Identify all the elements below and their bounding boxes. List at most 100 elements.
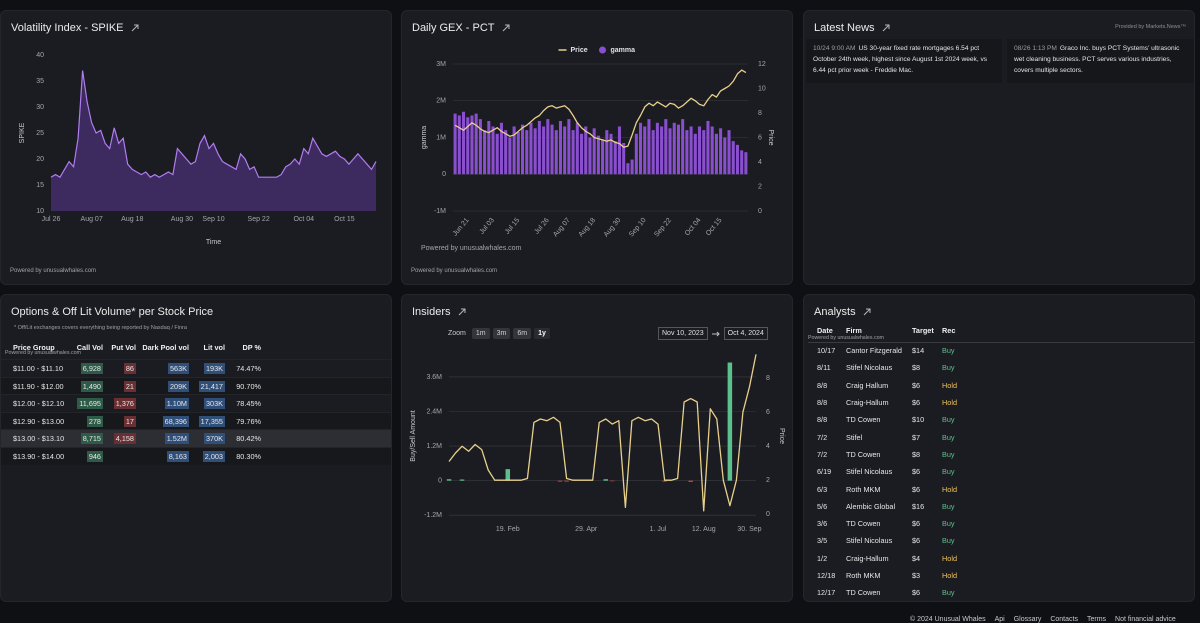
table-cell: 4,158 [105,433,138,444]
table-row[interactable]: 8/11 Stifel Nicolaus $8 Buy [804,359,1194,376]
cell-text: 303K [203,398,225,409]
zoom-button[interactable]: 6m [513,328,532,339]
table-row[interactable]: $12.00 - $12.10 11,695 1,376 1.10M 303K 78.45… [1,394,391,412]
table-cell: 1.10M [138,398,191,409]
bar [563,126,567,175]
table-row[interactable]: 6/3 Roth MKM $6 Hold [804,480,1194,497]
y-tick-label: 1M [436,134,446,141]
gex-chart: -1M 0 1M 2M 3M 0 2 4 6 8 10 12 Jun 21 Jul 03 Jul 15 Jul… [421,46,774,252]
bar [735,144,739,175]
zoom-button[interactable]: 3m [492,328,511,339]
panel-title[interactable]: Latest News [814,22,875,34]
bar [521,124,525,175]
footer-link[interactable]: Not financial advice [1115,616,1176,623]
bar [664,119,668,175]
table-row[interactable]: 3/5 Stifel Nicolaus $6 Buy [804,532,1194,549]
table-row[interactable]: 10/17 Cantor Fitzgerald $14 Buy [804,342,1194,359]
table-row[interactable]: $11.90 - $12.00 1,490 21 209K 21,417 90.70% [1,376,391,395]
x-tick-label: Aug 30 [603,217,623,239]
bar [554,130,558,175]
table-row[interactable]: 8/8 TD Cowen $10 Buy [804,411,1194,428]
panel-title[interactable]: Daily GEX - PCT [412,22,495,34]
x-tick-label: Oct 15 [705,217,724,237]
bar [727,130,731,175]
zoom-bar: Zoom 1m 3m 6m 1y [448,328,550,339]
table-cell: 8,163 [138,450,191,462]
table-row[interactable]: 8/8 Craig-Hallum $6 Hold [804,394,1194,411]
footer-link[interactable]: Glossary [1013,616,1042,623]
table-cell: Hold [942,484,958,494]
table-cell: Craig-Hallum [846,398,889,408]
footer-link[interactable]: Api [994,616,1005,623]
bar [676,124,680,175]
zoom-button[interactable]: 1y [534,328,550,339]
panel-title[interactable]: Insiders [412,306,451,318]
table-row[interactable]: 5/6 Alembic Global $16 Buy [804,498,1194,515]
column-header: Put Vol [111,343,136,352]
panel-title[interactable]: Volatility Index - SPIKE [11,22,124,34]
bar [626,163,630,175]
column-header: Call Vol [76,343,103,352]
footer-link[interactable]: Terms [1086,616,1107,623]
panel-title[interactable]: Analysts [814,306,856,318]
cell-text: 8,715 [80,433,103,444]
link-icon[interactable] [502,24,510,32]
cell-text: 21 [123,380,136,392]
legend-label: Price [571,47,588,54]
table-cell: 10/17 [817,346,836,356]
y-tick-label: 0 [438,478,442,485]
cell-text: 68,396 [162,415,189,427]
news-card[interactable]: 10/24 9:00 AM US 30-year fixed rate mortg… [806,39,1002,83]
table-cell: $13.90 - $14.00 [13,452,76,461]
table-cell: $6 [912,519,921,529]
cell-text: $13.90 - $14.00 [13,451,65,461]
link-icon[interactable] [882,24,890,32]
panel-header: Latest News [814,22,890,34]
y2-tick-label: 4 [766,443,770,450]
range-end[interactable]: Oct 4, 2024 [723,327,768,340]
link-icon[interactable] [131,24,139,32]
y-axis-label: SPIKE [19,122,26,143]
table-cell: Buy [942,501,955,511]
news-time: 08/26 1:13 PM [1014,45,1057,52]
table-row[interactable]: $12.90 - $13.00 278 17 68,396 17,355 79.76% [1,411,391,430]
table-row[interactable]: 12/18 Roth MKM $3 Hold [804,567,1194,584]
y-tick-label: 2.4M [426,408,442,415]
y2-tick-label: 6 [758,134,762,141]
table-row[interactable]: 7/2 TD Cowen $8 Buy [804,446,1194,463]
table-row[interactable]: 6/19 Stifel Nicolaus $6 Buy [804,463,1194,480]
table-cell: 3/5 [817,536,828,546]
news-provider: Provided by Markets.News™ [1115,24,1186,30]
table-row[interactable]: 12/17 TD Cowen $6 Buy [804,584,1194,601]
link-icon[interactable] [863,308,871,316]
watermark: Powered by unusualwhales.com [421,245,522,252]
x-tick-label: Jun 21 [452,217,471,238]
table-row[interactable]: $11.00 - $11.10 6,928 86 563K 193K 74.47% [1,359,391,377]
bar [744,152,748,175]
range-start[interactable]: Nov 10, 2023 [658,327,708,340]
table-row[interactable]: 7/2 Stifel $7 Buy [804,429,1194,446]
bar [727,362,733,481]
zoom-button[interactable]: 1m [471,328,490,339]
bar [609,133,613,175]
bar [495,133,499,175]
y-tick-label: -1.2M [424,512,442,519]
link-icon[interactable] [458,308,466,316]
y2-tick-label: 10 [758,85,766,92]
news-card[interactable]: 08/26 1:13 PM Graco Inc. buys PCT Systems… [1007,39,1194,83]
bar [457,115,461,175]
bar [516,131,520,175]
table-row[interactable]: 1/2 Craig-Hallum $4 Hold [804,550,1194,567]
table-cell: 17,355 [191,415,227,427]
y-tick-label: 10 [36,208,44,215]
table-row[interactable]: 8/8 Craig Hallum $6 Hold [804,377,1194,394]
area-fill [51,70,376,211]
table-row[interactable]: $13.90 - $14.00 946 8,163 2,003 80.30% [1,446,391,465]
table-cell: 79.76% [227,417,263,426]
bar [672,122,676,175]
bar [550,124,554,175]
table-row[interactable]: $13.00 - $13.10 8,715 4,158 1.52M 370K 80.42% [1,429,391,447]
table-cell: Stifel Nicolaus [846,536,893,546]
footer-link[interactable]: Contacts [1050,616,1078,623]
table-row[interactable]: 3/6 TD Cowen $6 Buy [804,515,1194,532]
